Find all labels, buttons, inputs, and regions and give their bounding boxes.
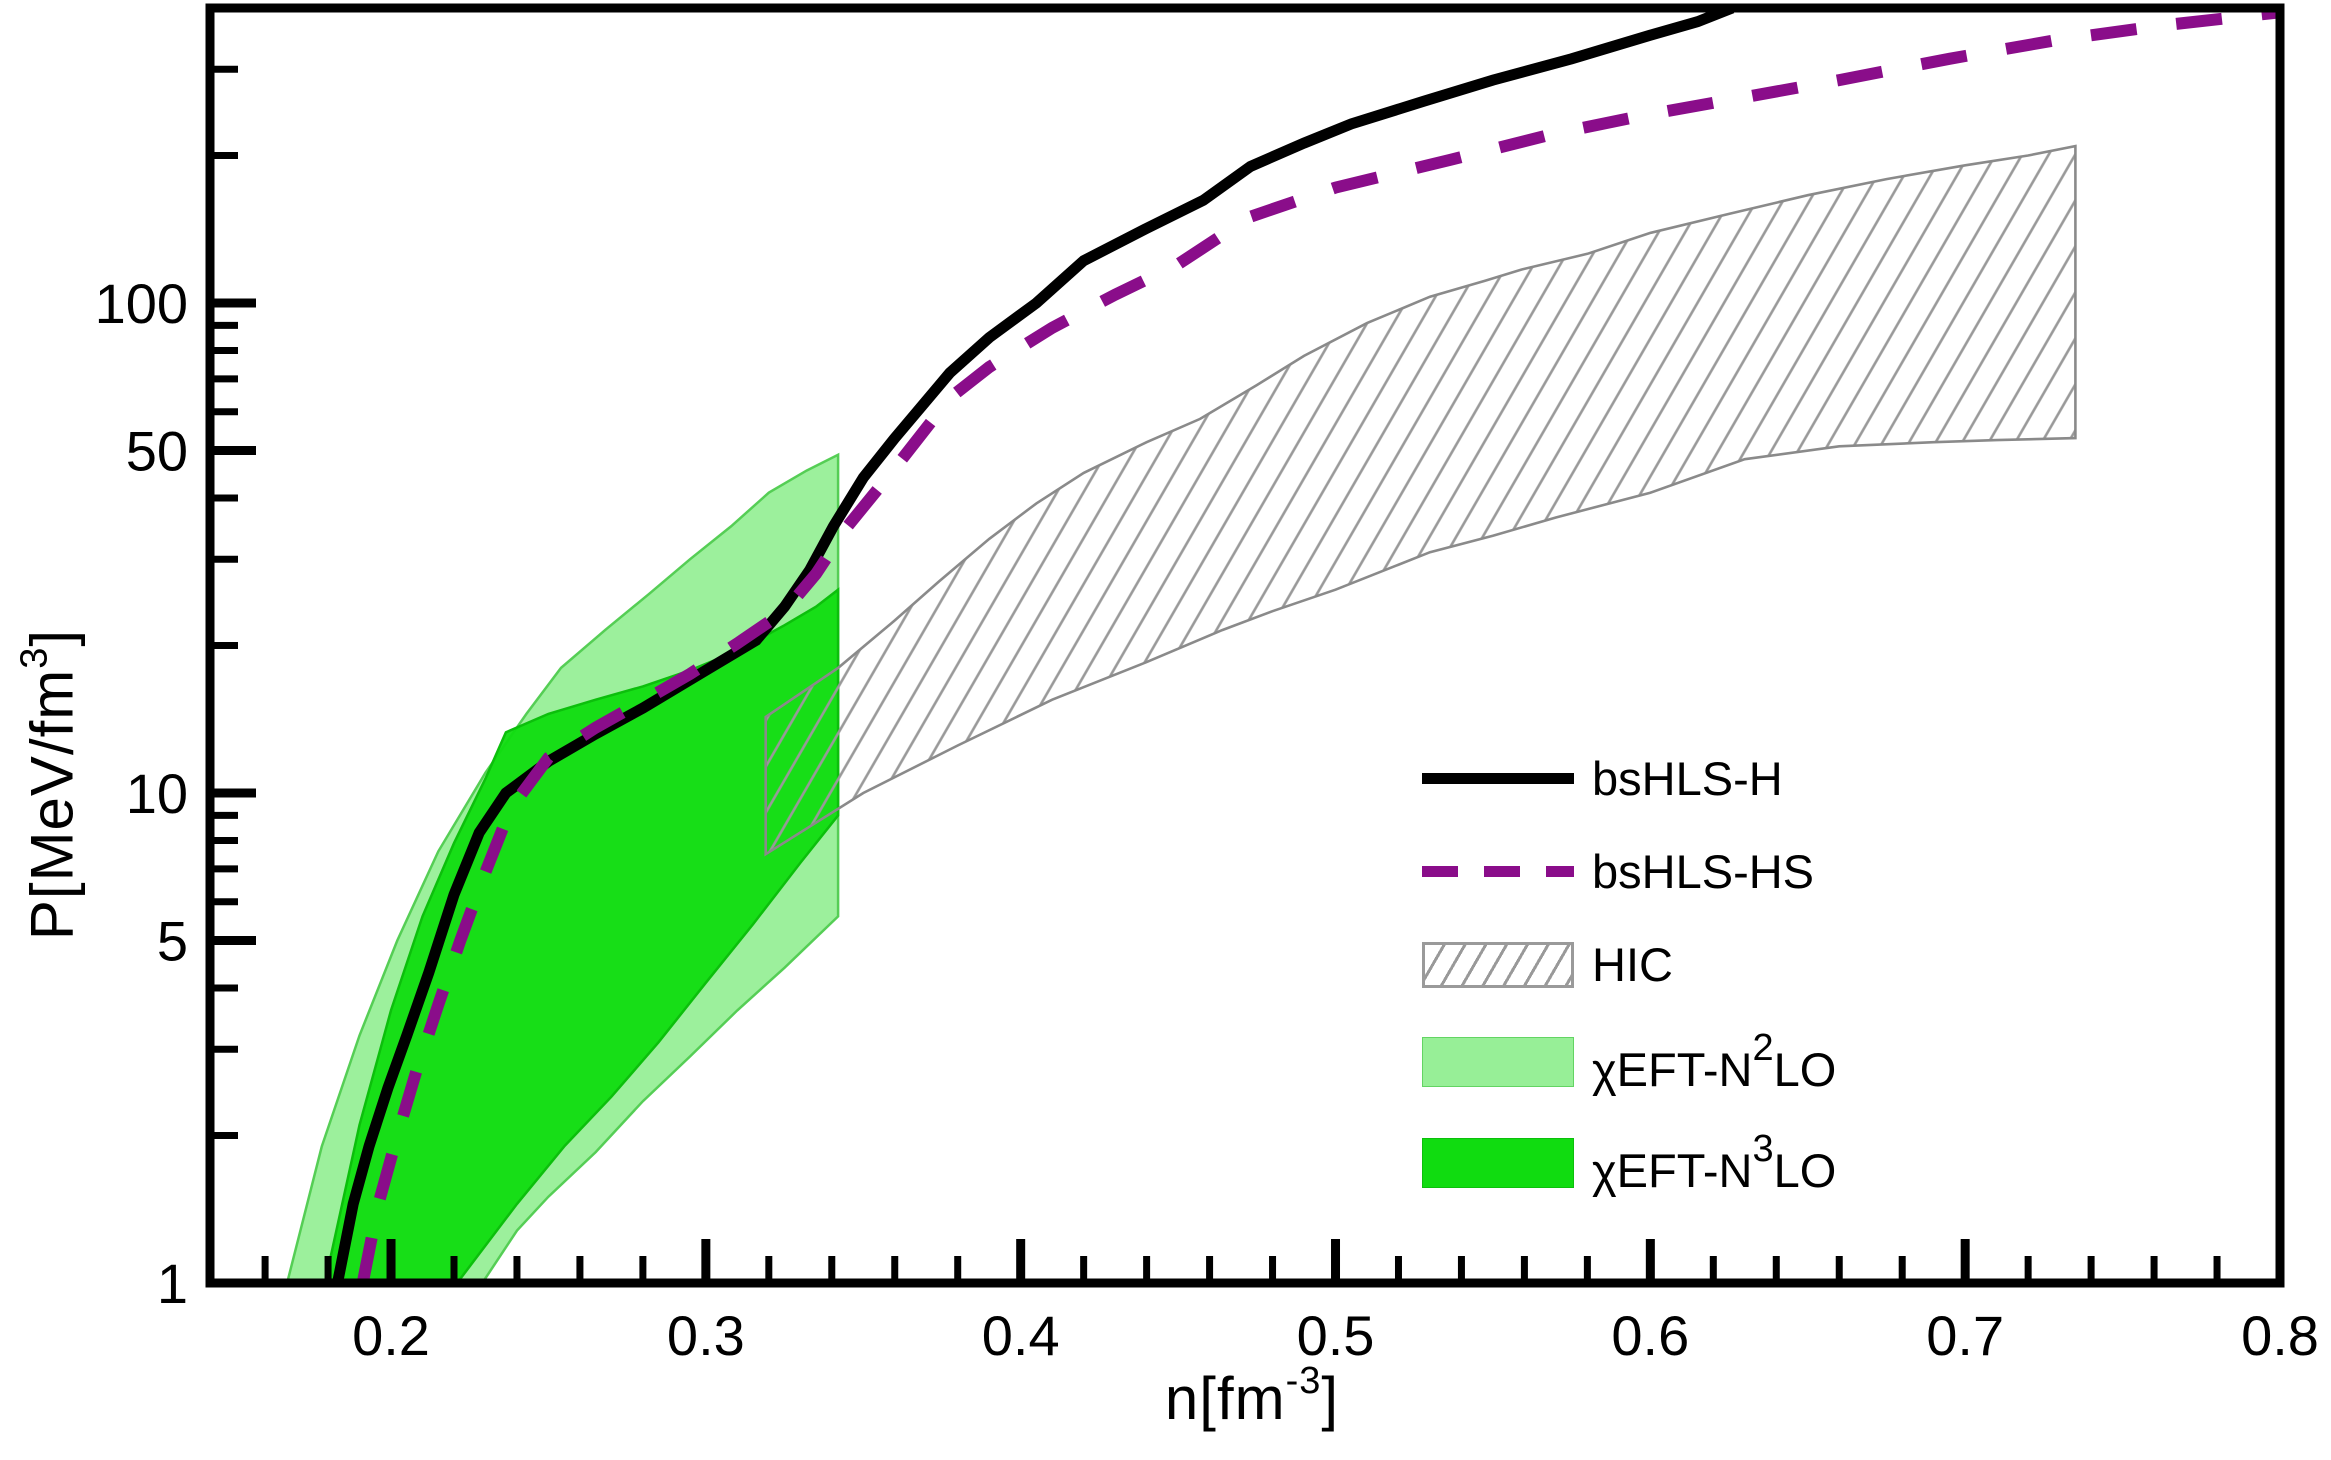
legend: bsHLS-H bsHLS-HS HIC χEFT-N2LO χEFT-N3LO: [1422, 732, 1836, 1213]
legend-item-chieft-n2lo: χEFT-N2LO: [1422, 1011, 1836, 1112]
svg-text:1: 1: [157, 1252, 188, 1315]
plot-frame: [205, 3, 2285, 1288]
legend-item-hic: HIC: [1422, 918, 1836, 1011]
bshls-hs-curve: [356, 8, 2280, 1283]
legend-label-n3lo-sup: 3: [1752, 1127, 1774, 1170]
svg-text:0.8: 0.8: [2241, 1304, 2319, 1367]
svg-text:10: 10: [126, 762, 188, 825]
light-green-box-swatch: [1422, 1036, 1574, 1087]
legend-label-bshls-h: bsHLS-H: [1592, 752, 1783, 805]
svg-text:100: 100: [95, 272, 188, 335]
legend-item-chieft-n3lo: χEFT-N3LO: [1422, 1112, 1836, 1213]
solid-line-swatch: [1422, 773, 1574, 784]
svg-text:0.6: 0.6: [1611, 1304, 1689, 1367]
y-axis-title-close: ]: [18, 628, 86, 647]
legend-label-n3lo-pre: χEFT-N: [1592, 1143, 1753, 1197]
svg-text:5: 5: [157, 910, 188, 973]
hatched-box-swatch: [1422, 941, 1574, 988]
legend-item-bshls-h: bsHLS-H: [1422, 732, 1836, 825]
legend-label-bshls-hs: bsHLS-HS: [1592, 845, 1815, 898]
legend-label-n2lo-post: LO: [1773, 1042, 1837, 1096]
legend-label-n2lo-pre: χEFT-N: [1592, 1042, 1753, 1096]
x-axis-title: n[fm-3]: [1052, 1360, 1452, 1433]
legend-label-hic: HIC: [1592, 938, 1673, 991]
svg-text:50: 50: [126, 420, 188, 483]
legend-item-bshls-hs: bsHLS-HS: [1422, 825, 1836, 918]
y-axis-title-text: P[MeV/fm: [18, 668, 86, 941]
bshls-h-curve: [332, 8, 1735, 1283]
svg-text:0.5: 0.5: [1297, 1304, 1375, 1367]
svg-text:0.7: 0.7: [1926, 1304, 2004, 1367]
bright-green-box-swatch: [1422, 1137, 1574, 1188]
dashed-line-swatch: [1422, 866, 1574, 877]
legend-label-chieft-n3lo: χEFT-N3LO: [1592, 1128, 1836, 1198]
x-axis-title-superscript: -3: [1285, 1360, 1322, 1402]
hic-band: [764, 144, 2077, 857]
svg-text:0.2: 0.2: [352, 1304, 430, 1367]
x-axis-title-text: n[fm: [1164, 1365, 1286, 1432]
axis-ticks: [212, 65, 2285, 1288]
svg-text:0.4: 0.4: [982, 1304, 1060, 1367]
svg-text:0.3: 0.3: [667, 1304, 745, 1367]
chieft-n3lo-band: [323, 587, 840, 1283]
plot-content: [285, 8, 2280, 1283]
x-axis-title-close: ]: [1321, 1365, 1340, 1432]
y-axis-title: P[MeV/fm3]: [14, 555, 87, 1015]
y-axis-title-superscript: 3: [13, 646, 56, 669]
legend-label-n2lo-sup: 2: [1752, 1026, 1774, 1069]
legend-label-n3lo-post: LO: [1773, 1143, 1837, 1197]
legend-label-chieft-n2lo: χEFT-N2LO: [1592, 1027, 1836, 1097]
tick-labels: 0.2 0.3 0.4 0.5 0.6 0.7 0.8 1 5 10 50 100: [95, 272, 2319, 1367]
